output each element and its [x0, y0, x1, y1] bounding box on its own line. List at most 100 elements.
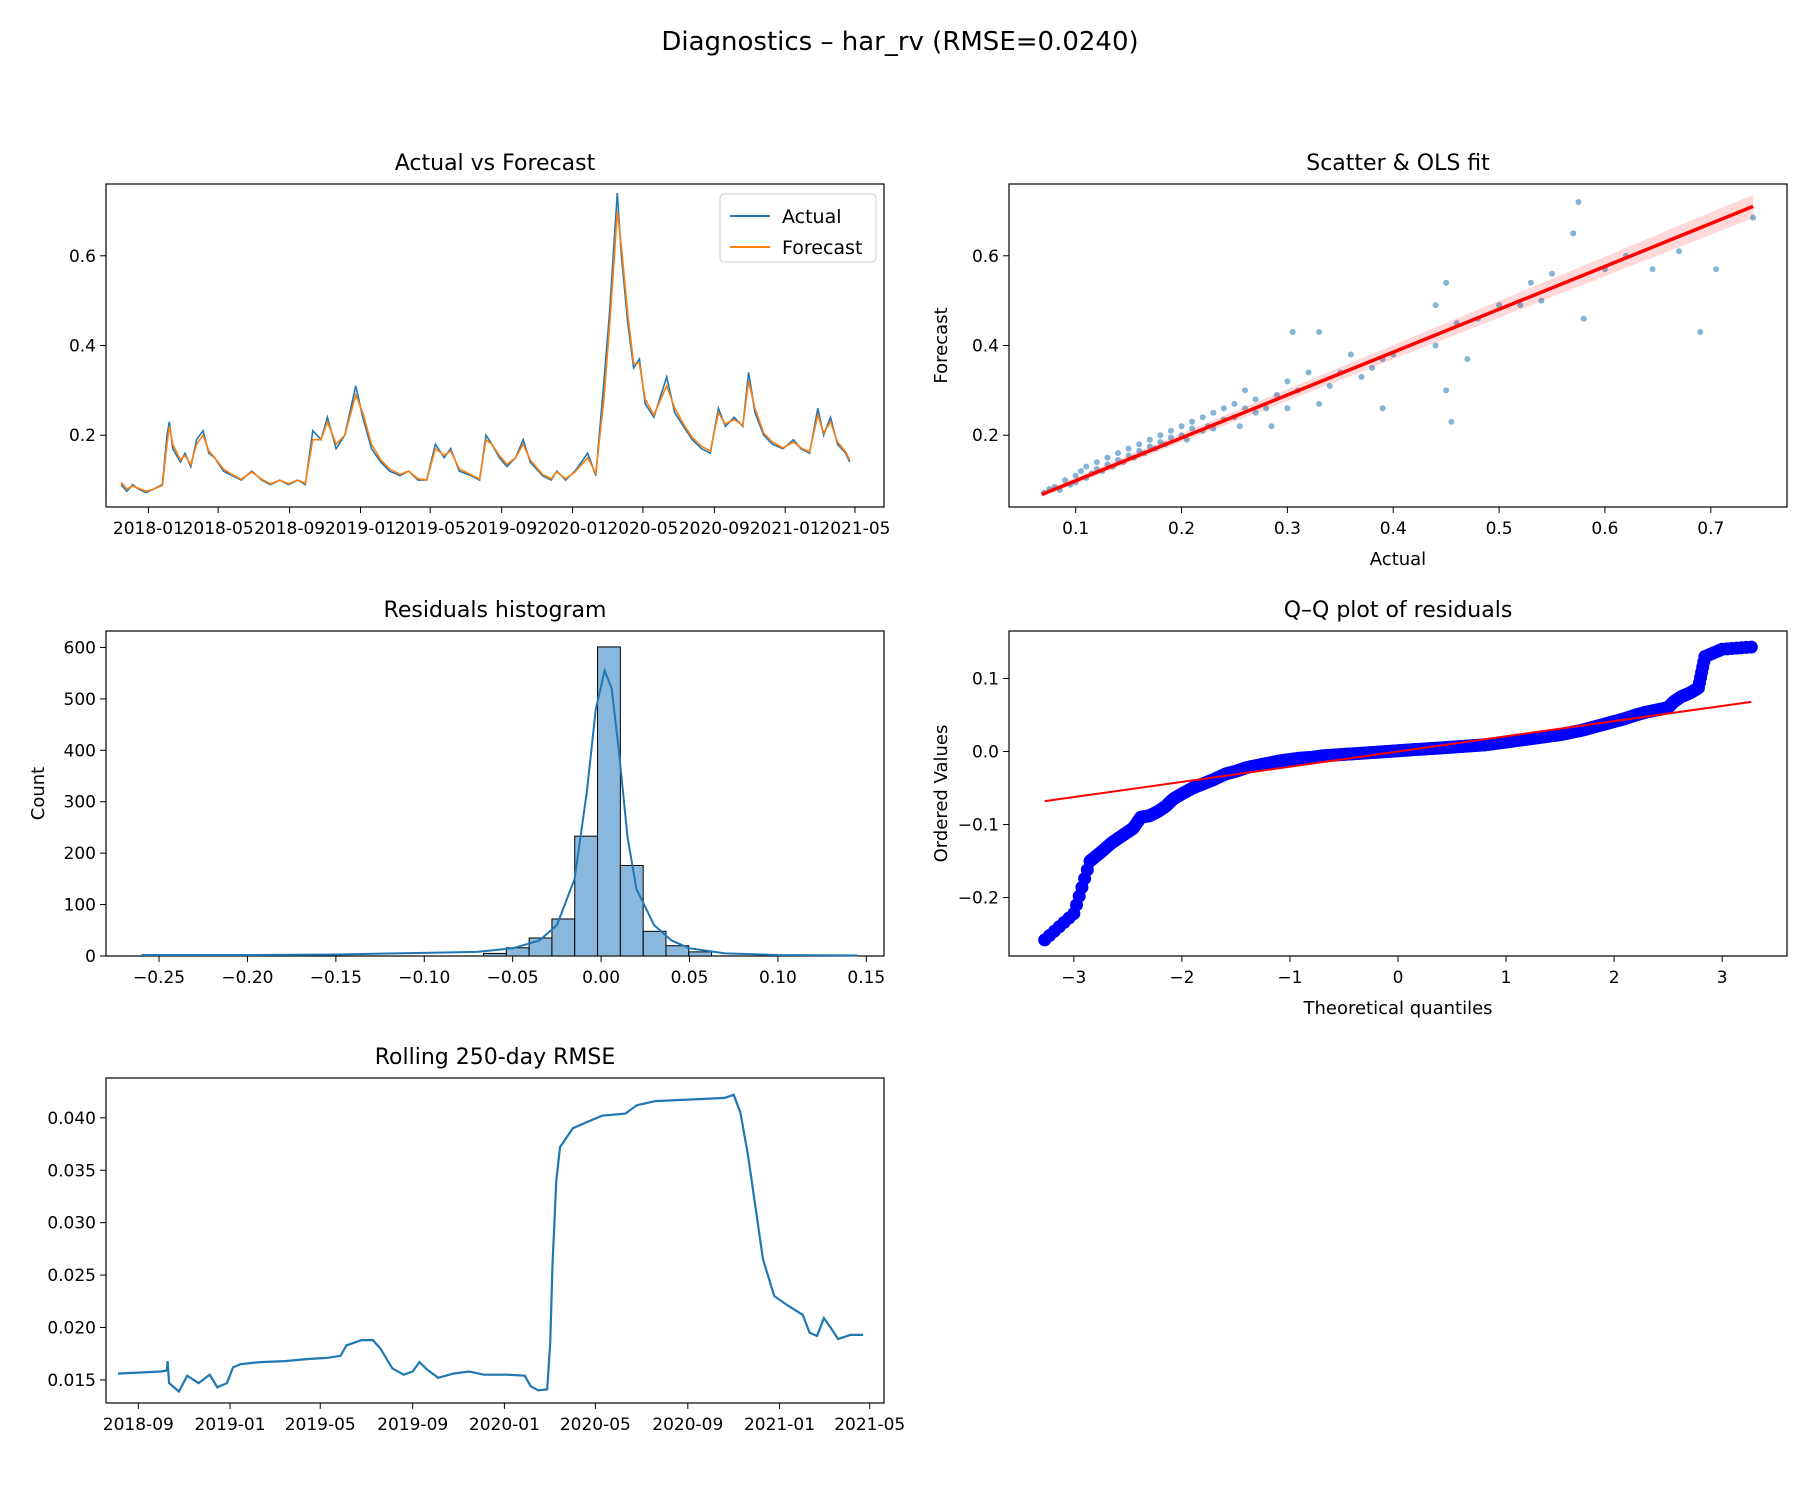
avf-xtick-label: 2020-05	[607, 519, 678, 539]
qq-plot-chart: Q–Q plot of residuals Theoretical quantil…	[931, 598, 1788, 1019]
ols-xtick-label: 0.7	[1697, 519, 1724, 539]
ols-point	[1549, 270, 1556, 277]
avf-legend-label-forecast: Forecast	[782, 237, 862, 259]
ols-point	[1750, 214, 1757, 221]
avf-xtick-label: 2019-05	[395, 519, 466, 539]
hist-ytick-label: 300	[64, 793, 96, 813]
ols-point	[1146, 436, 1153, 443]
avf-legend-box	[719, 193, 877, 263]
ols-point	[1570, 230, 1577, 237]
ols-point	[1284, 405, 1291, 412]
ols-point	[1284, 378, 1291, 385]
ols-point	[1136, 441, 1143, 448]
hist-bar	[483, 952, 507, 957]
avf-xtick-label: 2019-01	[325, 519, 396, 539]
ols-point	[1580, 315, 1587, 322]
hist-xtick-label: −0.20	[221, 968, 273, 988]
hist-ytick-label: 0	[85, 947, 96, 967]
ols-point	[1369, 364, 1376, 371]
ols-point	[1199, 414, 1206, 421]
avf-xtick-label: 2021-01	[750, 519, 821, 539]
avf-xtick-label: 2018-01	[113, 519, 184, 539]
ols-point	[1231, 400, 1238, 407]
hist-title: Residuals histogram	[384, 598, 607, 623]
ols-ylabel: Forecast	[931, 307, 952, 383]
ols-point	[1210, 409, 1217, 416]
qq-title: Q–Q plot of residuals	[1284, 598, 1513, 623]
ols-point	[1443, 279, 1450, 286]
rmse-xtick-label: 2021-01	[744, 1415, 815, 1435]
hist-xtick-label: −0.05	[487, 968, 539, 988]
hist-xtick-label: 0.00	[582, 968, 620, 988]
qq-frame	[1008, 630, 1788, 957]
rolling-rmse-chart: Rolling 250-day RMSE 0.015 0.020 0.025 0.030…	[47, 1045, 905, 1435]
ols-point	[1157, 432, 1164, 439]
qq-xtick-label: −1	[1277, 968, 1302, 988]
ols-point	[1189, 418, 1196, 425]
qq-ytick-label: −0.2	[958, 889, 999, 909]
qq-xlabel: Theoretical quantiles	[1302, 998, 1492, 1019]
rmse-xtick-label: 2021-05	[834, 1415, 905, 1435]
ols-xtick-label: 0.1	[1062, 519, 1089, 539]
qq-xtick-label: 0	[1393, 968, 1404, 988]
qq-ytick-label: 0.1	[972, 669, 999, 689]
ols-point	[1077, 468, 1084, 475]
ols-xtick-label: 0.6	[1591, 519, 1618, 539]
ols-point	[1273, 391, 1280, 398]
ols-point	[1104, 454, 1111, 461]
qq-xtick-label: 3	[1717, 968, 1728, 988]
avf-xtick-label: 2019-09	[466, 519, 537, 539]
avf-ytick-label: 0.2	[69, 426, 96, 446]
ols-point	[1220, 405, 1227, 412]
rmse-xtick-label: 2020-09	[652, 1415, 723, 1435]
hist-xtick-label: 0.10	[759, 968, 797, 988]
ols-ytick-label: 0.6	[972, 247, 999, 267]
rmse-ytick-label: 0.020	[47, 1319, 96, 1339]
rmse-title: Rolling 250-day RMSE	[375, 1045, 616, 1070]
ols-point	[1167, 434, 1174, 441]
qq-ytick-label: 0.0	[972, 743, 999, 763]
avf-xtick-label: 2020-01	[537, 519, 608, 539]
ols-point	[1236, 423, 1243, 430]
ols-point	[1167, 427, 1174, 434]
ols-point	[1136, 447, 1143, 454]
ols-point	[1316, 400, 1323, 407]
ols-point	[1517, 302, 1524, 309]
ols-point	[1242, 387, 1249, 394]
rmse-ytick-label: 0.035	[47, 1161, 96, 1181]
qq-xtick-label: −3	[1061, 968, 1086, 988]
ols-point	[1083, 463, 1090, 470]
ols-ytick-label: 0.2	[972, 426, 999, 446]
hist-bar	[642, 930, 667, 957]
ols-point	[1347, 351, 1354, 358]
rmse-xtick-label: 2019-05	[285, 1415, 356, 1435]
rmse-ytick-label: 0.015	[47, 1371, 96, 1391]
rmse-line	[117, 1093, 863, 1394]
qq-point	[1744, 640, 1758, 654]
avf-ytick-label: 0.4	[69, 337, 96, 357]
ols-fit-line	[1041, 204, 1754, 497]
ols-xtick-label: 0.3	[1274, 519, 1301, 539]
hist-xtick-label: −0.25	[133, 968, 185, 988]
ols-point	[1252, 409, 1259, 416]
ols-xtick-label: 0.4	[1380, 519, 1407, 539]
avf-xtick-label: 2018-05	[183, 519, 254, 539]
rmse-xtick-label: 2018-09	[103, 1415, 174, 1435]
ols-point	[1713, 266, 1720, 273]
ols-point	[1649, 266, 1656, 273]
ols-point	[1432, 342, 1439, 349]
hist-ylabel: Count	[28, 767, 49, 820]
ols-ytick-label: 0.4	[972, 337, 999, 357]
figure-title: Diagnostics – har_rv (RMSE=0.0240)	[661, 27, 1138, 57]
ols-xtick-label: 0.2	[1168, 519, 1195, 539]
ols-point	[1062, 477, 1069, 484]
hist-frame	[105, 630, 885, 957]
ols-point	[1268, 423, 1275, 430]
avf-line-forecast	[120, 210, 851, 493]
avf-ytick-label: 0.6	[69, 247, 96, 267]
ols-point	[1146, 443, 1153, 450]
hist-ytick-label: 100	[64, 896, 96, 916]
ols-point	[1189, 425, 1196, 432]
ols-point	[1527, 279, 1534, 286]
hist-xtick-label: 0.15	[847, 968, 885, 988]
